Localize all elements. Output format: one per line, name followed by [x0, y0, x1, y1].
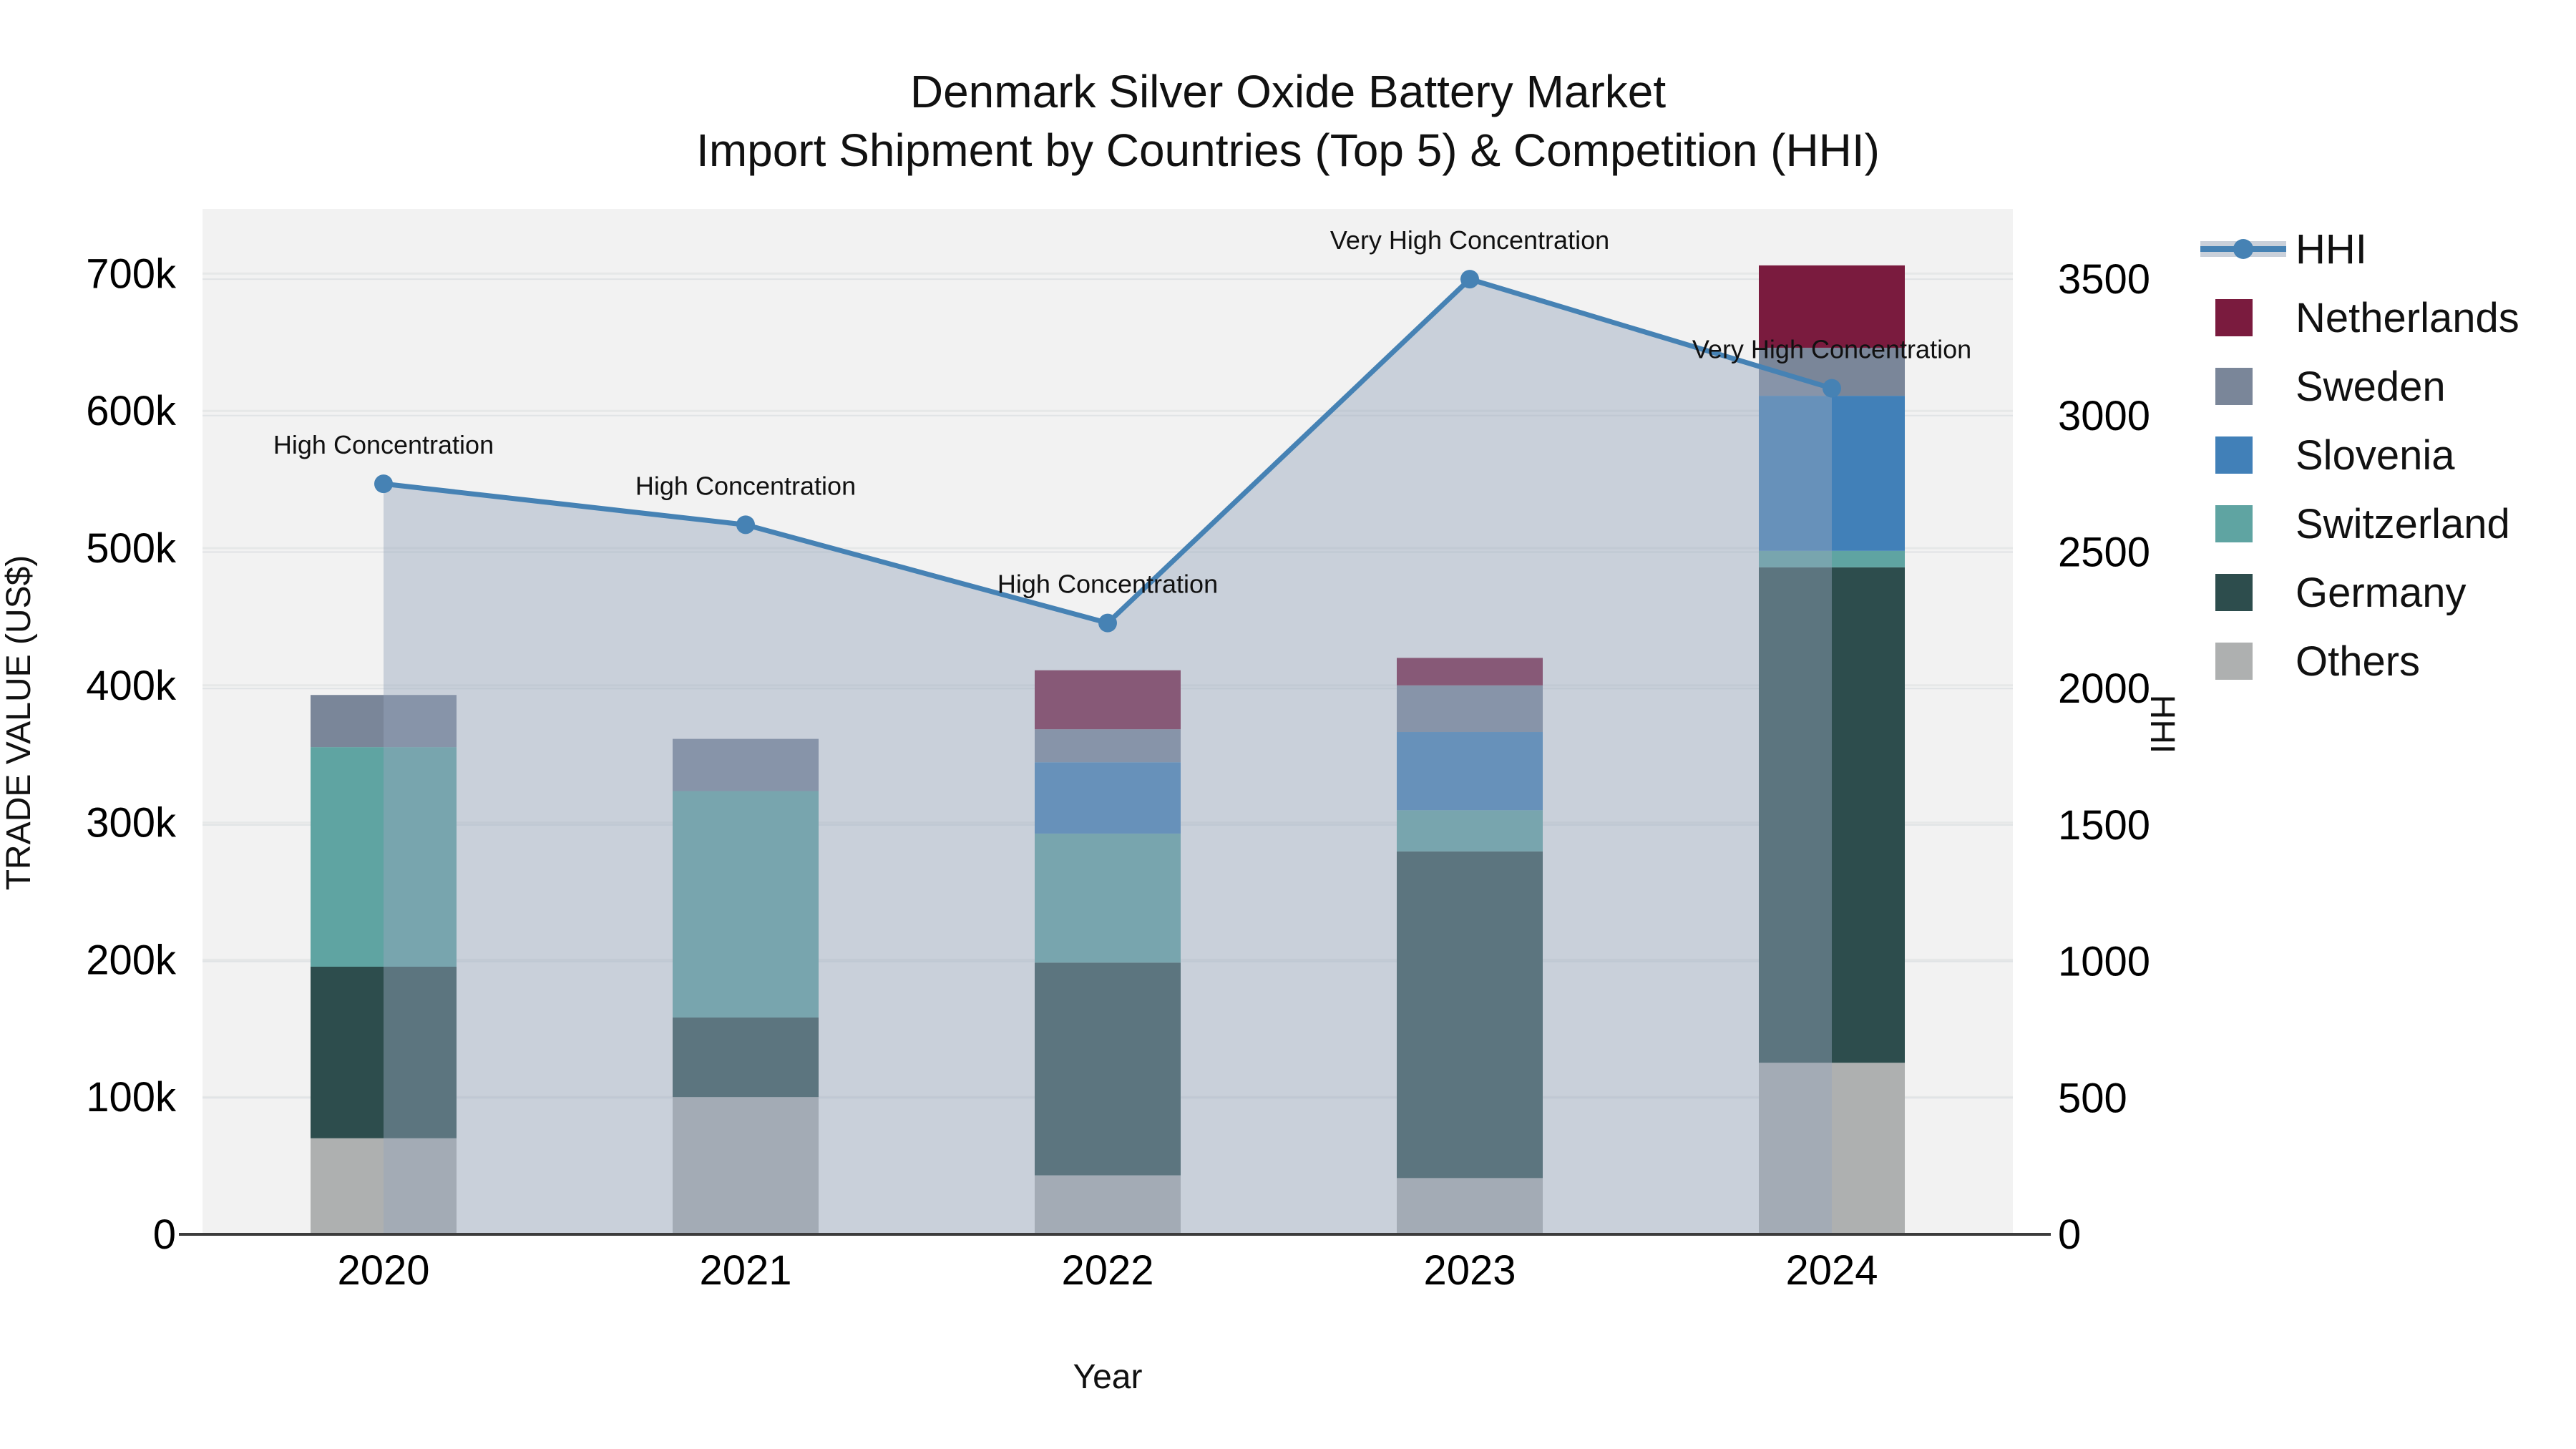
bar-segment-slovenia-2022[interactable]: [1035, 762, 1181, 834]
y-axis-title-right: HHI: [2143, 695, 2181, 754]
right-tick-0: 0: [2058, 1211, 2081, 1258]
bar-segment-switzerland-2023[interactable]: [1397, 810, 1543, 852]
annotation-2021: High Concentration: [635, 471, 856, 500]
bar-segment-netherlands-2023[interactable]: [1397, 658, 1543, 686]
right-tick-2000: 2000: [2058, 665, 2150, 712]
bar-2020: [311, 695, 457, 1234]
right-tick-500: 500: [2058, 1075, 2127, 1121]
hhi-point-2023[interactable]: [1460, 270, 1479, 289]
legend-swatch-switzerland: [2215, 505, 2253, 542]
x-tick-2024: 2024: [1785, 1247, 1878, 1294]
legend-swatch-netherlands: [2215, 299, 2253, 336]
legend-swatch-sweden: [2215, 368, 2253, 405]
bar-segment-germany-2021[interactable]: [673, 1017, 819, 1098]
axes: 0 100k 200k 300k 400k 500k 600k 700k 0 500 1000 150…: [86, 250, 2150, 1294]
bar-2023: [1397, 658, 1543, 1234]
left-tick-200k: 200k: [86, 937, 177, 983]
legend-hhi-marker-icon: [2233, 239, 2253, 259]
hhi-point-2022[interactable]: [1098, 613, 1117, 633]
x-tick-2021: 2021: [699, 1247, 791, 1294]
legend-item-sweden[interactable]: Sweden: [2215, 364, 2446, 410]
left-tick-700k: 700k: [86, 250, 177, 297]
bar-segment-switzerland-2021[interactable]: [673, 791, 819, 1018]
legend-label: Others: [2296, 638, 2420, 685]
right-tick-2500: 2500: [2058, 530, 2150, 576]
legend-label: Netherlands: [2296, 295, 2519, 341]
x-axis-title: Year: [1073, 1358, 1143, 1396]
annotation-2023: Very High Concentration: [1330, 225, 1609, 255]
x-tick-2020: 2020: [337, 1247, 429, 1294]
x-tick-2023: 2023: [1423, 1247, 1516, 1294]
concentration-annotations: High Concentration High Concentration High…: [273, 225, 1971, 599]
right-tick-3000: 3000: [2058, 393, 2150, 439]
chart-title-line2: Import Shipment by Countries (Top 5) & C…: [696, 125, 1880, 176]
bar-segment-others-2021[interactable]: [673, 1097, 819, 1234]
legend-item-hhi[interactable]: HHI: [2200, 226, 2367, 273]
bar-segment-germany-2022[interactable]: [1035, 962, 1181, 1176]
bar-segment-others-2023[interactable]: [1397, 1178, 1543, 1234]
bar-segment-others-2022[interactable]: [1035, 1175, 1181, 1234]
right-tick-3500: 3500: [2058, 256, 2150, 303]
bar-segment-switzerland-2024[interactable]: [1759, 550, 1905, 567]
bar-segment-sweden-2023[interactable]: [1397, 685, 1543, 733]
bar-segment-switzerland-2022[interactable]: [1035, 833, 1181, 963]
bar-segment-germany-2023[interactable]: [1397, 851, 1543, 1179]
legend-item-others[interactable]: Others: [2215, 638, 2420, 685]
hhi-line: [374, 270, 1841, 633]
bar-segment-others-2020[interactable]: [311, 1138, 457, 1234]
hhi-point-2024[interactable]: [1823, 379, 1841, 398]
bar-segment-netherlands-2022[interactable]: [1035, 670, 1181, 730]
hhi-area: [384, 279, 1832, 1235]
annotation-2022: High Concentration: [997, 570, 1218, 599]
hhi-area-fill: [384, 279, 1832, 1235]
left-tick-600k: 600k: [86, 388, 177, 434]
left-tick-400k: 400k: [86, 663, 177, 709]
annotation-2024: Very High Concentration: [1692, 335, 1971, 364]
hhi-point-2020[interactable]: [374, 474, 393, 494]
legend-swatch-germany: [2215, 574, 2253, 611]
bar-segment-switzerland-2020[interactable]: [311, 747, 457, 967]
y-axis-title-left: TRADE VALUE (US$): [0, 555, 38, 891]
left-tick-0: 0: [153, 1211, 176, 1258]
bar-segment-netherlands-2024[interactable]: [1759, 265, 1905, 348]
bar-segment-sweden-2022[interactable]: [1035, 729, 1181, 763]
legend-item-switzerland[interactable]: Switzerland: [2215, 501, 2510, 547]
right-tick-1500: 1500: [2058, 802, 2150, 849]
bar-segment-sweden-2020[interactable]: [311, 695, 457, 748]
left-tick-500k: 500k: [86, 525, 177, 572]
x-tick-2022: 2022: [1061, 1247, 1153, 1294]
annotation-2020: High Concentration: [273, 430, 494, 459]
right-tick-1000: 1000: [2058, 939, 2150, 985]
chart-title-line1: Denmark Silver Oxide Battery Market: [910, 66, 1667, 117]
bar-segment-sweden-2021[interactable]: [673, 738, 819, 791]
stacked-bars: [311, 265, 1905, 1234]
legend-label: Slovenia: [2296, 432, 2455, 479]
bar-2022: [1035, 670, 1181, 1234]
legend-item-netherlands[interactable]: Netherlands: [2215, 295, 2519, 341]
legend-label: Germany: [2296, 570, 2467, 616]
legend-swatch-others: [2215, 643, 2253, 680]
bar-2021: [673, 738, 819, 1234]
bar-segment-slovenia-2024[interactable]: [1759, 396, 1905, 551]
legend-swatch-slovenia: [2215, 436, 2253, 474]
legend-item-germany[interactable]: Germany: [2215, 570, 2467, 616]
left-tick-300k: 300k: [86, 800, 177, 847]
legend-label: HHI: [2296, 226, 2367, 273]
bar-segment-germany-2024[interactable]: [1759, 567, 1905, 1063]
legend-label: Sweden: [2296, 364, 2446, 410]
left-tick-100k: 100k: [86, 1074, 177, 1121]
bar-segment-others-2024[interactable]: [1759, 1063, 1905, 1234]
bar-segment-slovenia-2023[interactable]: [1397, 732, 1543, 811]
bar-segment-germany-2020[interactable]: [311, 966, 457, 1138]
bar-2024: [1759, 265, 1905, 1234]
legend-label: Switzerland: [2296, 501, 2510, 547]
legend-item-slovenia[interactable]: Slovenia: [2215, 432, 2455, 479]
hhi-point-2021[interactable]: [736, 515, 755, 535]
legend: HHI Netherlands Sweden Slovenia Switzerland G…: [2200, 226, 2519, 685]
